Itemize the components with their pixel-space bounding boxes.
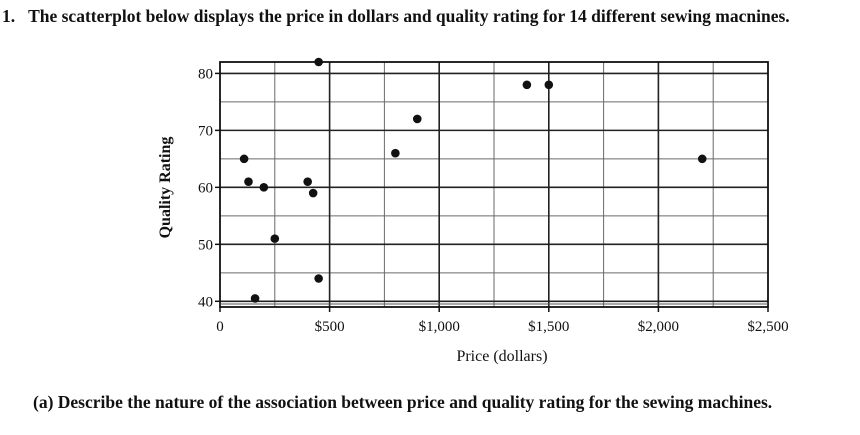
data-points	[239, 57, 707, 303]
question-number: 1.	[2, 6, 16, 26]
y-tick-label: 70	[198, 123, 213, 139]
x-tick-label: $500	[315, 319, 345, 335]
grid-lines	[220, 62, 768, 307]
data-point	[522, 80, 532, 90]
x-tick-label: 0	[216, 319, 224, 335]
data-point	[239, 154, 249, 164]
data-point	[391, 148, 400, 158]
x-tick-label: $1,500	[528, 319, 569, 335]
tick-labels: 40 50 60 70 80 0 $500 $1,000 $1,500 $2,000 $2,500	[198, 66, 789, 335]
data-point	[259, 183, 269, 192]
x-tick-label: $2,000	[638, 319, 679, 335]
x-axis-title: Price (dollars)	[456, 348, 547, 365]
y-axis-title: Quality Rating	[157, 137, 174, 239]
data-point	[250, 294, 260, 303]
axes	[215, 61, 769, 312]
y-tick-label: 50	[198, 237, 213, 253]
y-tick-label: 80	[198, 66, 213, 82]
data-point	[314, 57, 323, 67]
question-prompt: The scatterplot below displays the price…	[28, 6, 790, 26]
data-point	[314, 274, 323, 283]
data-point	[303, 177, 312, 186]
data-point	[308, 188, 318, 198]
part-a-prompt: (a) Describe the nature of the associati…	[33, 392, 773, 412]
data-point	[270, 234, 280, 243]
y-tick-label: 40	[198, 294, 213, 310]
x-tick-label: $2,500	[747, 319, 788, 335]
plot-frame	[219, 61, 769, 308]
data-point	[412, 114, 422, 124]
question-text: 1. The scatterplot below displays the pr…	[0, 6, 860, 27]
data-point	[544, 80, 554, 90]
data-point	[697, 154, 707, 164]
data-point	[244, 177, 253, 186]
y-tick-label: 60	[198, 180, 213, 196]
x-tick-label: $1,000	[419, 319, 460, 335]
